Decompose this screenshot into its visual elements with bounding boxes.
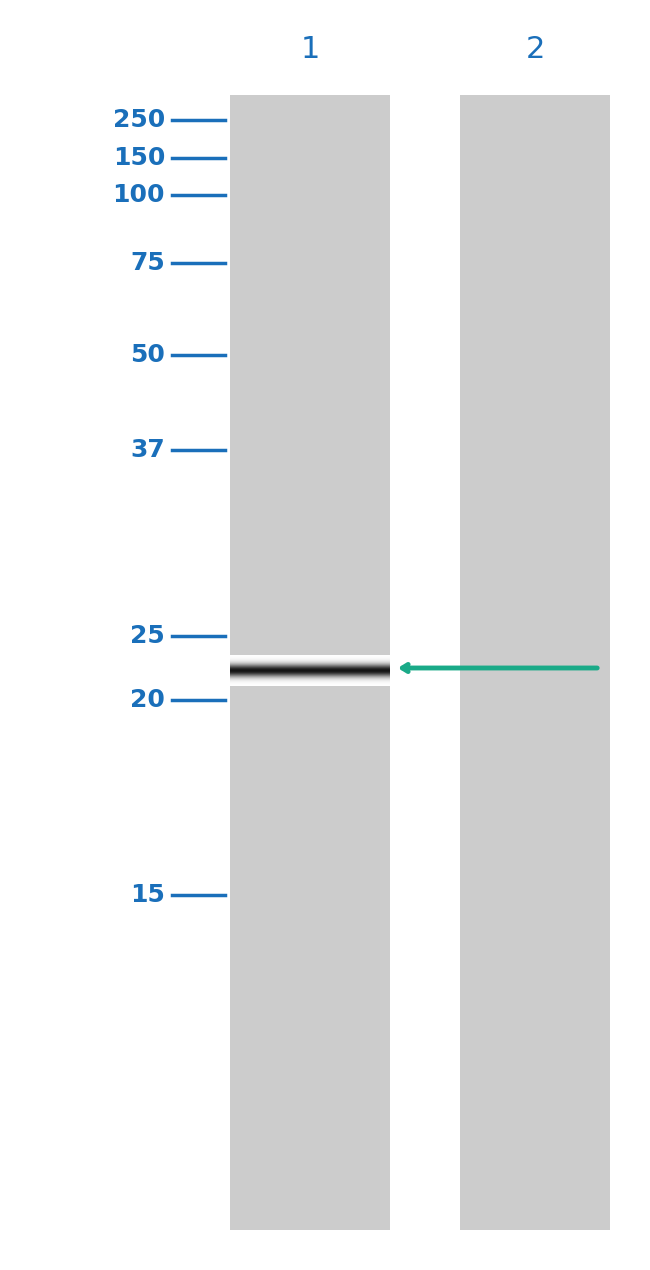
Text: 37: 37	[130, 438, 165, 462]
Text: 15: 15	[130, 883, 165, 907]
Text: 250: 250	[112, 108, 165, 132]
Text: 50: 50	[130, 343, 165, 367]
Text: 1: 1	[300, 36, 320, 65]
Text: 20: 20	[130, 688, 165, 712]
Bar	[460, 95, 610, 1231]
Text: 25: 25	[130, 624, 165, 648]
Bar	[230, 95, 390, 1231]
Text: 75: 75	[130, 251, 165, 276]
Text: 100: 100	[112, 183, 165, 207]
Text: 150: 150	[112, 146, 165, 170]
Text: 2: 2	[525, 36, 545, 65]
